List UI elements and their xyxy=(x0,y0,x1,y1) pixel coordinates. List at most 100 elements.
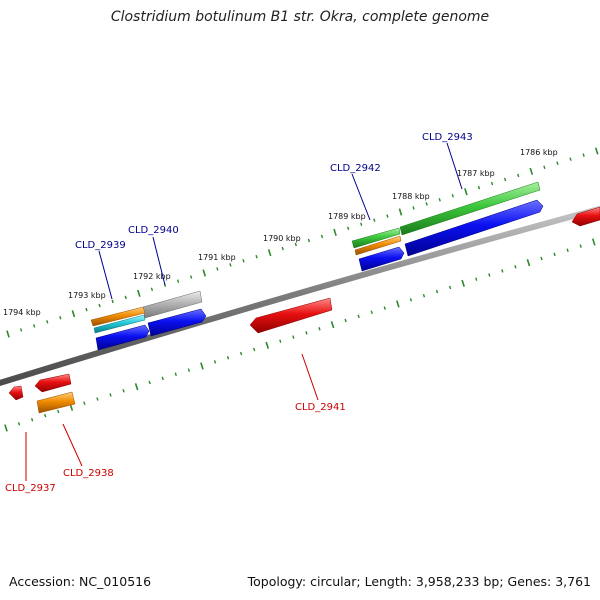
major-tick xyxy=(6,330,10,338)
minor-tick xyxy=(148,380,151,385)
major-tick xyxy=(461,279,465,287)
minor-tick xyxy=(383,306,386,310)
major-tick xyxy=(526,259,531,267)
minor-tick xyxy=(17,422,21,426)
minor-tick xyxy=(448,285,452,290)
minor-tick xyxy=(216,267,219,271)
gene-block-blue[interactable] xyxy=(358,246,405,272)
minor-tick xyxy=(19,328,23,332)
minor-tick xyxy=(386,214,389,218)
minor-tick xyxy=(320,234,324,239)
minor-tick xyxy=(579,244,582,248)
minor-tick xyxy=(543,165,546,170)
reverse-gene-blocks xyxy=(8,206,600,414)
minor-tick xyxy=(174,372,177,376)
minor-tick xyxy=(109,393,112,397)
minor-tick xyxy=(150,287,154,292)
gene-label-cld-2937[interactable]: CLD_2937 xyxy=(5,483,56,494)
genome-stats: Topology: circular; Length: 3,958,233 bp… xyxy=(247,574,591,589)
kbp-label: 1789 kbp xyxy=(328,212,366,221)
minor-tick xyxy=(30,417,34,422)
gene-block-cld-2938-red[interactable] xyxy=(34,373,72,393)
major-tick xyxy=(71,310,76,318)
minor-tick xyxy=(83,401,86,405)
minor-tick xyxy=(242,259,245,263)
major-tick xyxy=(134,383,139,391)
gene-block-red-edge[interactable] xyxy=(571,206,600,227)
minor-tick xyxy=(122,389,125,393)
kbp-label: 1788 kbp xyxy=(392,192,430,201)
minor-tick xyxy=(357,314,360,319)
minor-tick xyxy=(488,273,491,277)
minor-tick xyxy=(44,413,47,418)
gene-block-cld-2939[interactable] xyxy=(90,306,146,327)
minor-tick xyxy=(229,263,232,267)
major-tick xyxy=(464,188,468,196)
gene-block-cld-2937[interactable] xyxy=(8,385,24,401)
gene-block-cyan[interactable] xyxy=(93,314,146,334)
minor-tick xyxy=(503,177,507,182)
minor-tick xyxy=(33,324,36,328)
gene-block-cld-2943[interactable] xyxy=(399,181,541,236)
minor-tick xyxy=(451,194,454,198)
genome-backbone xyxy=(0,205,600,387)
gene-block-blue[interactable] xyxy=(147,308,207,337)
gene-block-cld-2941[interactable] xyxy=(249,297,333,334)
minor-tick xyxy=(279,339,282,343)
minor-tick xyxy=(490,181,494,186)
minor-tick xyxy=(344,318,347,323)
major-tick xyxy=(137,289,141,297)
major-tick xyxy=(202,269,207,277)
minor-tick xyxy=(435,289,439,294)
minor-tick xyxy=(124,295,127,300)
minor-tick xyxy=(98,303,101,308)
kbp-label: 1793 kbp xyxy=(68,291,106,300)
minor-tick xyxy=(213,360,217,364)
gene-block-cld-2942[interactable] xyxy=(351,227,401,249)
gene-label-cld-2939[interactable]: CLD_2939 xyxy=(75,240,126,251)
minor-tick xyxy=(422,293,426,298)
minor-tick xyxy=(307,238,311,243)
gene-label-cld-2942[interactable]: CLD_2942 xyxy=(330,163,381,174)
minor-tick xyxy=(477,185,481,190)
gene-label-cld-2943[interactable]: CLD_2943 xyxy=(422,132,473,143)
label-leader-lines xyxy=(25,142,463,481)
major-tick xyxy=(594,147,599,155)
major-tick xyxy=(333,228,337,236)
minor-tick xyxy=(540,256,543,261)
minor-tick xyxy=(187,368,191,372)
minor-tick xyxy=(569,157,572,161)
gene-block-cld-2940[interactable] xyxy=(142,290,203,319)
minor-tick xyxy=(281,246,284,251)
minor-tick xyxy=(412,206,415,210)
minor-tick xyxy=(305,331,308,335)
gene-labels: CLD_2943 CLD_2942 CLD_2940 CLD_2939 CLD_… xyxy=(5,132,473,494)
minor-tick xyxy=(582,153,585,157)
minor-tick xyxy=(161,376,164,381)
major-tick xyxy=(200,362,204,370)
kbp-label: 1787 kbp xyxy=(457,169,495,178)
minor-tick xyxy=(566,248,569,252)
major-tick xyxy=(267,249,272,257)
minor-tick xyxy=(347,226,350,231)
minor-tick xyxy=(514,265,517,269)
kbp-label: 1794 kbp xyxy=(3,308,41,317)
gene-label-cld-2941[interactable]: CLD_2941 xyxy=(295,402,346,413)
minor-tick xyxy=(294,242,297,247)
minor-tick xyxy=(85,307,88,312)
minor-tick xyxy=(253,347,256,352)
major-tick xyxy=(398,208,403,216)
major-tick xyxy=(591,238,596,246)
gene-block-blue[interactable] xyxy=(404,199,544,257)
major-tick xyxy=(529,167,534,175)
gene-block-orange[interactable] xyxy=(354,235,402,256)
kbp-label: 1792 kbp xyxy=(133,272,171,281)
gene-block-cld-2938[interactable] xyxy=(36,391,76,414)
gene-label-cld-2938[interactable]: CLD_2938 xyxy=(63,468,114,479)
minor-tick xyxy=(255,255,258,259)
gene-label-cld-2940[interactable]: CLD_2940 xyxy=(128,225,179,236)
gene-block-blue[interactable] xyxy=(95,324,150,351)
minor-tick xyxy=(292,335,295,339)
minor-tick xyxy=(425,202,428,206)
